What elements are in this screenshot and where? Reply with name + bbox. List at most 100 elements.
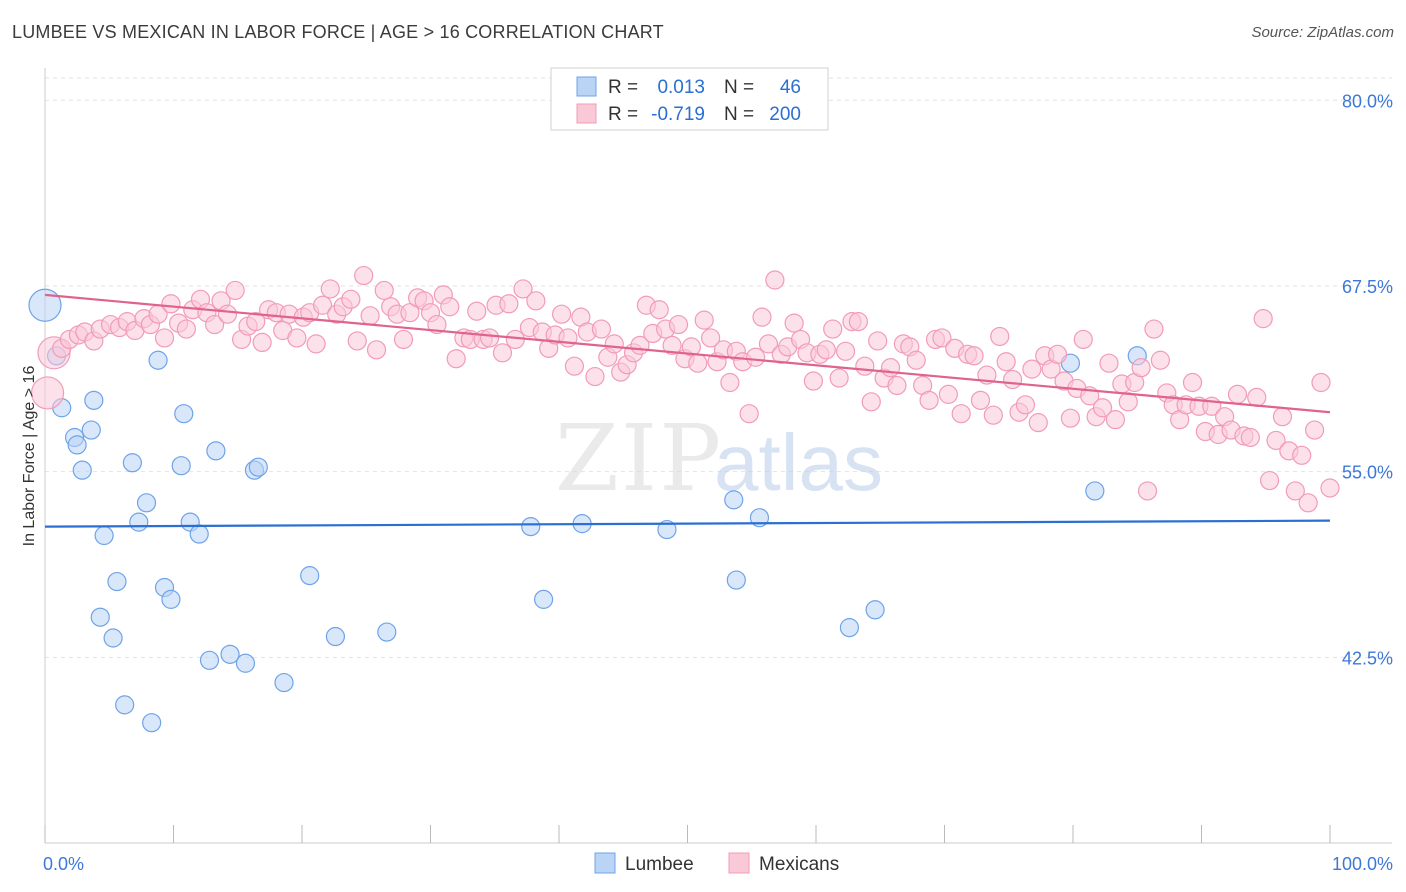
stat-n-value-2: 200 [769,104,801,125]
point-mexicans-70 [526,291,546,311]
point-mexicans-43 [347,331,367,351]
point-mexicans-146 [1015,395,1036,415]
point-mexicans-15 [154,328,175,348]
tick-labels: 80.0% 67.5% 55.0% 42.5% 0.0% 100.0% [43,91,1393,874]
point-mexicans-55 [427,314,447,335]
point-mexicans-25 [225,280,245,301]
stat-r-value-2: -0.719 [651,104,705,125]
point-mexicans-39 [320,279,340,299]
point-mexicans-80 [591,319,612,339]
x-tick-label-0: 0.0% [43,854,84,874]
point-mexicans-95 [688,353,708,373]
point-lumbee-42 [865,600,885,620]
watermark-zip: ZIP [555,405,723,512]
legend-swatch-mexicans [576,103,597,124]
point-lumbee-6 [81,420,101,440]
point-mexicans-133 [932,328,952,348]
chart-title: LUMBEE VS MEXICAN IN LABOR FORCE | AGE >… [12,22,664,42]
point-mexicans-155 [1073,329,1093,350]
series-mexicans-points [30,265,1340,513]
point-lumbee-26 [220,644,240,664]
point-mexicans-42 [341,289,361,309]
point-lumbee-24 [199,650,220,670]
point-lumbee-16 [142,713,162,733]
point-mexicans-158 [1092,398,1113,418]
point-mexicans-134 [938,384,958,404]
series-legend-swatch-lumbee [594,852,616,874]
point-mexicans-189 [1292,445,1312,465]
point-mexicans-110 [784,313,804,333]
stat-n-label-2: N = [724,104,754,125]
trendline-lumbee [44,519,1331,528]
stat-r-label-1: R = [608,77,638,98]
point-mexicans-115 [816,340,836,360]
trend-lines [44,293,1331,528]
point-lumbee-38 [724,490,744,510]
point-mexicans-151 [1047,344,1068,364]
point-mexicans-122 [861,392,881,412]
point-lumbee-31 [300,566,320,586]
point-mexicans-141 [983,405,1003,425]
point-lumbee-29 [248,457,268,477]
point-mexicans-159 [1099,353,1119,373]
point-lumbee-27 [235,653,256,673]
point-mexicans-142 [990,326,1010,347]
series-legend-label-lumbee: Lumbee [625,854,694,875]
point-mexicans-153 [1060,408,1081,428]
point-mexicans-167 [1150,350,1170,370]
point-lumbee-37 [657,519,677,540]
point-mexicans-116 [823,319,843,339]
legend-swatch-lumbee [576,76,597,97]
point-lumbee-5 [72,460,92,480]
stats-legend: R = 0.013 N = 46 R = -0.719 N = 200 [550,67,829,131]
point-mexicans-50 [393,329,414,350]
point-lumbee-25 [206,441,226,461]
point-mexicans-103 [739,404,759,424]
series-legend: Lumbee Mexicans [594,852,839,875]
point-mexicans-113 [803,371,824,391]
point-lumbee-19 [161,589,181,609]
point-mexicans-131 [919,390,939,410]
point-mexicans-192 [1311,372,1331,393]
chart-source: Source: ZipAtlas.com [1251,24,1394,41]
point-mexicans-38 [312,295,333,315]
point-mexicans-143 [996,352,1016,372]
point-lumbee-34 [521,517,541,537]
point-mexicans-160 [1105,410,1126,430]
point-mexicans-164 [1131,358,1151,378]
data-points [28,265,1340,733]
point-mexicans-179 [1227,384,1248,404]
point-lumbee-30 [274,672,294,693]
point-mexicans-66 [499,294,519,314]
point-mexicans-120 [848,312,869,332]
point-mexicans-104 [746,347,766,367]
point-mexicans-18 [176,319,196,339]
point-mexicans-74 [551,304,572,324]
trendline-mexicans [44,293,1331,414]
point-mexicans-45 [360,306,380,326]
y-tick-label-2: 55.0% [1342,463,1393,483]
point-lumbee-17 [148,350,168,370]
point-lumbee-23 [189,524,209,544]
stat-r-label-2: R = [608,104,638,125]
point-mexicans-165 [1137,481,1158,501]
point-mexicans-184 [1260,470,1280,491]
point-mexicans-65 [492,343,513,363]
watermark-atlas: atlas [714,418,883,507]
point-mexicans-186 [1272,407,1293,427]
series-lumbee-points [28,288,1147,733]
point-lumbee-41 [839,618,860,638]
point-mexicans-126 [887,375,907,396]
point-lumbee-13 [122,453,142,473]
point-lumbee-20 [171,456,191,476]
point-mexicans-121 [855,356,875,376]
point-lumbee-32 [325,626,346,647]
point-lumbee-12 [115,695,135,715]
point-mexicans-34 [287,328,307,348]
point-mexicans-44 [354,265,374,286]
point-lumbee-0 [28,288,62,322]
point-mexicans-29 [252,332,272,353]
point-mexicans-37 [306,334,326,354]
point-mexicans-105 [752,307,772,327]
point-mexicans-57 [440,297,460,317]
